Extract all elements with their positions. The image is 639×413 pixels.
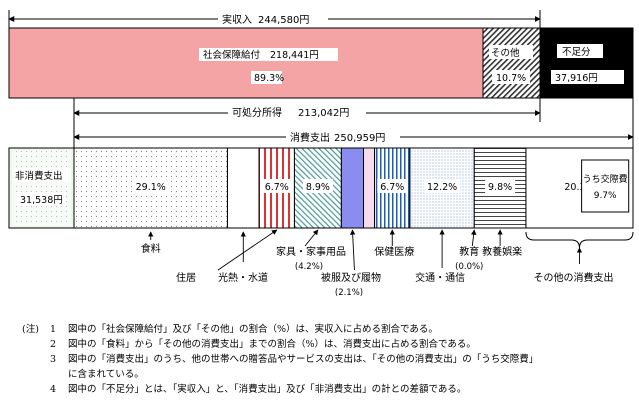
other-income-percent: 10.7% — [496, 73, 526, 84]
shortfall-amount: 37,916円 — [555, 73, 598, 84]
sub-segment-label: うち交際費 — [583, 173, 628, 185]
expense-percent-label: 6.7% — [265, 182, 289, 193]
expenditure-chart: 実収入 244,580円 社会保障給付 218,441円 89.3% その他 1… — [8, 10, 634, 298]
label-utilities: 光熱・水道 — [218, 271, 268, 284]
expense-percent-label: 29.1% — [136, 182, 166, 193]
note-text: 図中の「消費支出」のうち、他の世帯への贈答品やサービスの支出は、「その他の消費支… — [68, 354, 539, 365]
label-furniture-note: (4.2%) — [295, 262, 323, 272]
shortfall-segment — [539, 27, 634, 99]
entertainment-subsegment — [581, 159, 630, 213]
label-furniture: 家具・家事用品 — [276, 245, 346, 258]
expense-percent-label: 20.3% — [564, 182, 594, 193]
income-value: 244,580円 — [258, 15, 309, 26]
expense-percent-label: 6.7% — [380, 182, 404, 193]
other-income-label: その他 — [491, 47, 520, 59]
expense-segment-5 — [363, 147, 376, 229]
notes-section: (注) 1 図中の「社会保障給付」及び「その他」の割合（%）は、実収入に占める割… — [22, 322, 632, 397]
other-consumption-brace — [525, 231, 634, 249]
consumption-label: 消費支出 — [290, 131, 330, 144]
expense-segment-1 — [226, 147, 260, 229]
note-item: 2 図中の「食料」から「その他の消費支出」までの割合（%）は、消費支出に占める割… — [50, 339, 476, 350]
sub-segment-percent: 9.7% — [594, 191, 617, 201]
note-item: 4 図中の「不足分」とは、「実収入」と、「消費支出」及び「非消費支出」の計との差… — [50, 384, 467, 395]
income-label: 実収入 — [222, 13, 252, 26]
label-health: 保健医療 — [374, 245, 414, 258]
label-clothing-note: (2.1%) — [335, 288, 363, 298]
notes-head: (注) — [22, 324, 39, 335]
note-item: 3 図中の「消費支出」のうち、他の世帯への贈答品やサービスの支出は、「その他の消… — [50, 354, 539, 365]
social-security-percent: 89.3% — [254, 73, 284, 84]
disposable-income-value: 213,042円 — [298, 108, 349, 119]
expense-percent-label: 12.2% — [427, 182, 457, 193]
note-text: 図中の「食料」から「その他の消費支出」までの割合（%）は、消費支出に占める割合で… — [68, 339, 476, 350]
non-consumption-amount: 31,538円 — [20, 195, 63, 206]
shortfall-label: 不足分 — [562, 47, 591, 58]
label-education: 教育 — [459, 245, 479, 258]
label-recreation: 教養娯楽 — [482, 245, 522, 258]
expense-percent-label: 8.9% — [306, 182, 330, 193]
social-security-segment — [8, 27, 484, 99]
label-other-consumption: その他の消費支出 — [533, 271, 613, 284]
expense-percent-label: 9.8% — [488, 182, 512, 193]
label-transport: 交通・通信 — [415, 271, 465, 284]
note-text-continued: に含まれている。 — [68, 369, 144, 380]
social-security-label: 社会保障給付 — [203, 49, 261, 61]
non-consumption-label: 非消費支出 — [15, 170, 63, 182]
note-text: 図中の「社会保障給付」及び「その他」の割合（%）は、実収入に占める割合である。 — [68, 324, 438, 335]
label-food: 食料 — [141, 242, 161, 255]
other-income-segment — [482, 27, 541, 99]
label-housing: 住居 — [176, 271, 196, 284]
disposable-income-label: 可処分所得 — [232, 106, 282, 119]
note-item: 1 図中の「社会保障給付」及び「その他」の割合（%）は、実収入に占める割合である… — [50, 324, 438, 335]
label-clothing: 被服及び履物 — [321, 271, 381, 284]
social-security-amount: 218,441円 — [270, 50, 319, 61]
consumption-value: 250,959円 — [334, 133, 385, 144]
expense-segment-4 — [340, 147, 365, 229]
label-education-note: (0.0%) — [455, 262, 483, 272]
note-text: 図中の「不足分」とは、「実収入」と、「消費支出」及び「非消費支出」の計との差額で… — [68, 384, 467, 395]
